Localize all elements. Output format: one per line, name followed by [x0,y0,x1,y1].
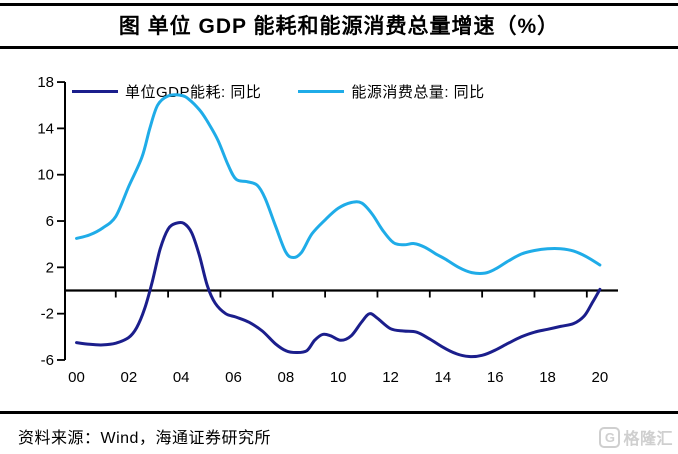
energy-consumption-total-line [75,93,602,275]
x-tick-label: 14 [435,369,452,386]
x-tick-label: 16 [487,369,504,386]
x-tick-label: 02 [120,369,137,386]
title-divider [0,46,678,49]
legend-label-energy-total: 能源消费总量: 同比 [351,84,485,101]
x-tick-label: 20 [592,369,609,386]
y-tick-label: -6 [41,352,54,369]
x-tick-label: 00 [68,369,85,386]
x-tick-label: 04 [173,369,190,386]
x-tick-label: 06 [225,369,242,386]
footer-divider [0,411,678,414]
y-tick-label: 14 [37,120,54,137]
x-tick-label: 10 [330,369,347,386]
source-note: 资料来源：Wind，海通证券研究所 [18,430,271,447]
gelonghui-logo-text: 格隆汇 [623,431,673,448]
y-tick-label: 10 [37,167,54,184]
x-tick-label: 18 [539,369,556,386]
legend-item-unit-gdp: 单位GDP能耗: 同比 [72,81,261,102]
y-tick-label: 18 [37,74,54,91]
chart-legend: 单位GDP能耗: 同比 能源消费总量: 同比 [72,81,485,102]
energy-total-line-swatch [298,90,345,93]
gelonghui-logo-icon: G [599,426,621,448]
chart-title: 图 单位 GDP 能耗和能源消费总量增速（%） [118,15,560,38]
y-tick-label: -2 [41,306,54,323]
unit-gdp-energy-line [75,220,602,359]
x-tick-label: 08 [278,369,295,386]
x-tick-label: 12 [382,369,399,386]
y-tick-label: 6 [46,213,54,230]
y-tick-label: 2 [46,259,54,276]
gelonghui-watermark: G 格隆汇 [599,425,673,449]
unit-gdp-line-swatch [72,90,118,93]
legend-item-energy-total: 能源消费总量: 同比 [298,81,484,102]
legend-label-unit-gdp: 单位GDP能耗: 同比 [125,84,262,101]
top-divider [0,3,678,6]
